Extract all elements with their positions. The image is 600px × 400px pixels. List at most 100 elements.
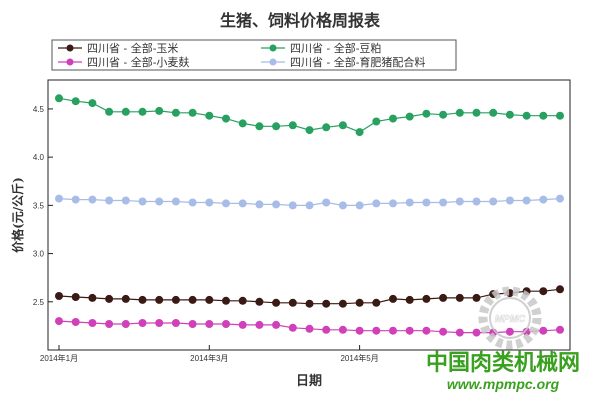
data-point (372, 199, 381, 208)
data-point (238, 320, 247, 329)
data-point (472, 328, 481, 337)
data-point (272, 122, 281, 131)
data-point (105, 320, 114, 328)
data-point (171, 319, 180, 327)
data-point (322, 299, 331, 308)
data-point (88, 195, 97, 204)
data-point (238, 119, 247, 128)
data-point (238, 199, 247, 208)
data-point (422, 109, 431, 118)
data-point (355, 298, 364, 307)
data-point (188, 108, 197, 117)
data-point (305, 299, 314, 308)
x-tick: 2014年5月 (340, 345, 379, 363)
data-point (505, 110, 514, 119)
data-point (288, 298, 297, 307)
legend-swatch-marker (269, 58, 277, 66)
data-point (305, 126, 314, 135)
legend-label: 四川省 - 全部-小麦麸 (87, 55, 189, 69)
series-0 (55, 285, 564, 308)
y-tick-label: 2.5 (33, 298, 45, 307)
data-point (472, 293, 481, 302)
gear-ring (489, 297, 531, 339)
data-point (55, 194, 63, 203)
data-point (272, 320, 281, 329)
data-point (422, 294, 431, 303)
data-point (439, 198, 448, 207)
data-point (121, 196, 130, 205)
data-point (88, 99, 97, 108)
y-tick: 3.0 (33, 250, 53, 259)
data-point (505, 196, 514, 205)
data-point (188, 295, 197, 304)
data-point (372, 117, 381, 126)
y-tick-label: 3.0 (33, 250, 45, 259)
watermark-url: www.mpmpc.org (447, 376, 560, 392)
data-point (288, 323, 297, 332)
data-point (171, 295, 180, 304)
series-2 (55, 317, 564, 337)
data-point (155, 295, 164, 304)
data-point (88, 293, 97, 302)
data-point (472, 108, 481, 117)
data-point (305, 324, 314, 333)
legend-frame (51, 39, 457, 71)
data-point (55, 292, 63, 300)
data-point (539, 111, 548, 120)
legend-item-0: 四川省 - 全部-玉米 (58, 41, 178, 55)
data-point (556, 111, 564, 120)
legend-swatch-marker (66, 58, 74, 66)
data-point (71, 293, 80, 301)
data-point (372, 298, 381, 307)
data-point (389, 326, 397, 335)
legend-swatch-marker (66, 44, 74, 52)
watermark-logo-text: MPMC (495, 314, 526, 325)
y-tick: 4.0 (33, 153, 53, 162)
data-point (138, 319, 147, 327)
data-point (71, 318, 80, 326)
data-point (222, 320, 230, 328)
data-point (105, 294, 114, 303)
data-point (205, 295, 214, 304)
legend-swatch-marker (269, 44, 277, 52)
data-point (155, 106, 164, 115)
data-point (288, 121, 297, 130)
data-point (405, 326, 414, 335)
x-tick: 2014年3月 (190, 345, 228, 363)
data-point (439, 110, 448, 119)
y-tick-label: 3.5 (33, 201, 45, 210)
data-point (522, 111, 531, 120)
data-point (522, 196, 531, 205)
series-1 (55, 94, 564, 137)
data-point (255, 320, 264, 329)
data-point (405, 112, 414, 121)
data-point (88, 319, 97, 327)
y-axis: 2.5 3.0 3.5 4.0 4.5 (33, 105, 53, 307)
data-point (171, 108, 180, 117)
data-point (71, 195, 80, 204)
data-point (556, 285, 564, 294)
data-point (272, 298, 281, 307)
y-axis-label: 价格(元/公斤) (10, 177, 25, 253)
y-tick: 4.5 (33, 105, 53, 114)
data-point (322, 198, 331, 207)
legend-item-1: 四川省 - 全部-豆粕 (261, 41, 381, 55)
data-point (455, 197, 464, 206)
data-point (338, 325, 347, 334)
data-point (205, 320, 214, 328)
data-point (355, 326, 364, 335)
data-point (489, 197, 498, 206)
data-point (238, 296, 247, 305)
data-point (338, 201, 347, 210)
x-tick-label: 2014年5月 (340, 353, 378, 363)
data-point (556, 194, 564, 203)
data-point (522, 327, 531, 336)
data-point (322, 325, 331, 334)
y-tick-label: 4.5 (33, 105, 45, 114)
legend-label: 四川省 - 全部-玉米 (87, 41, 178, 55)
data-point (455, 293, 464, 302)
data-point (539, 195, 548, 204)
data-point (255, 122, 264, 131)
data-point (188, 198, 197, 207)
